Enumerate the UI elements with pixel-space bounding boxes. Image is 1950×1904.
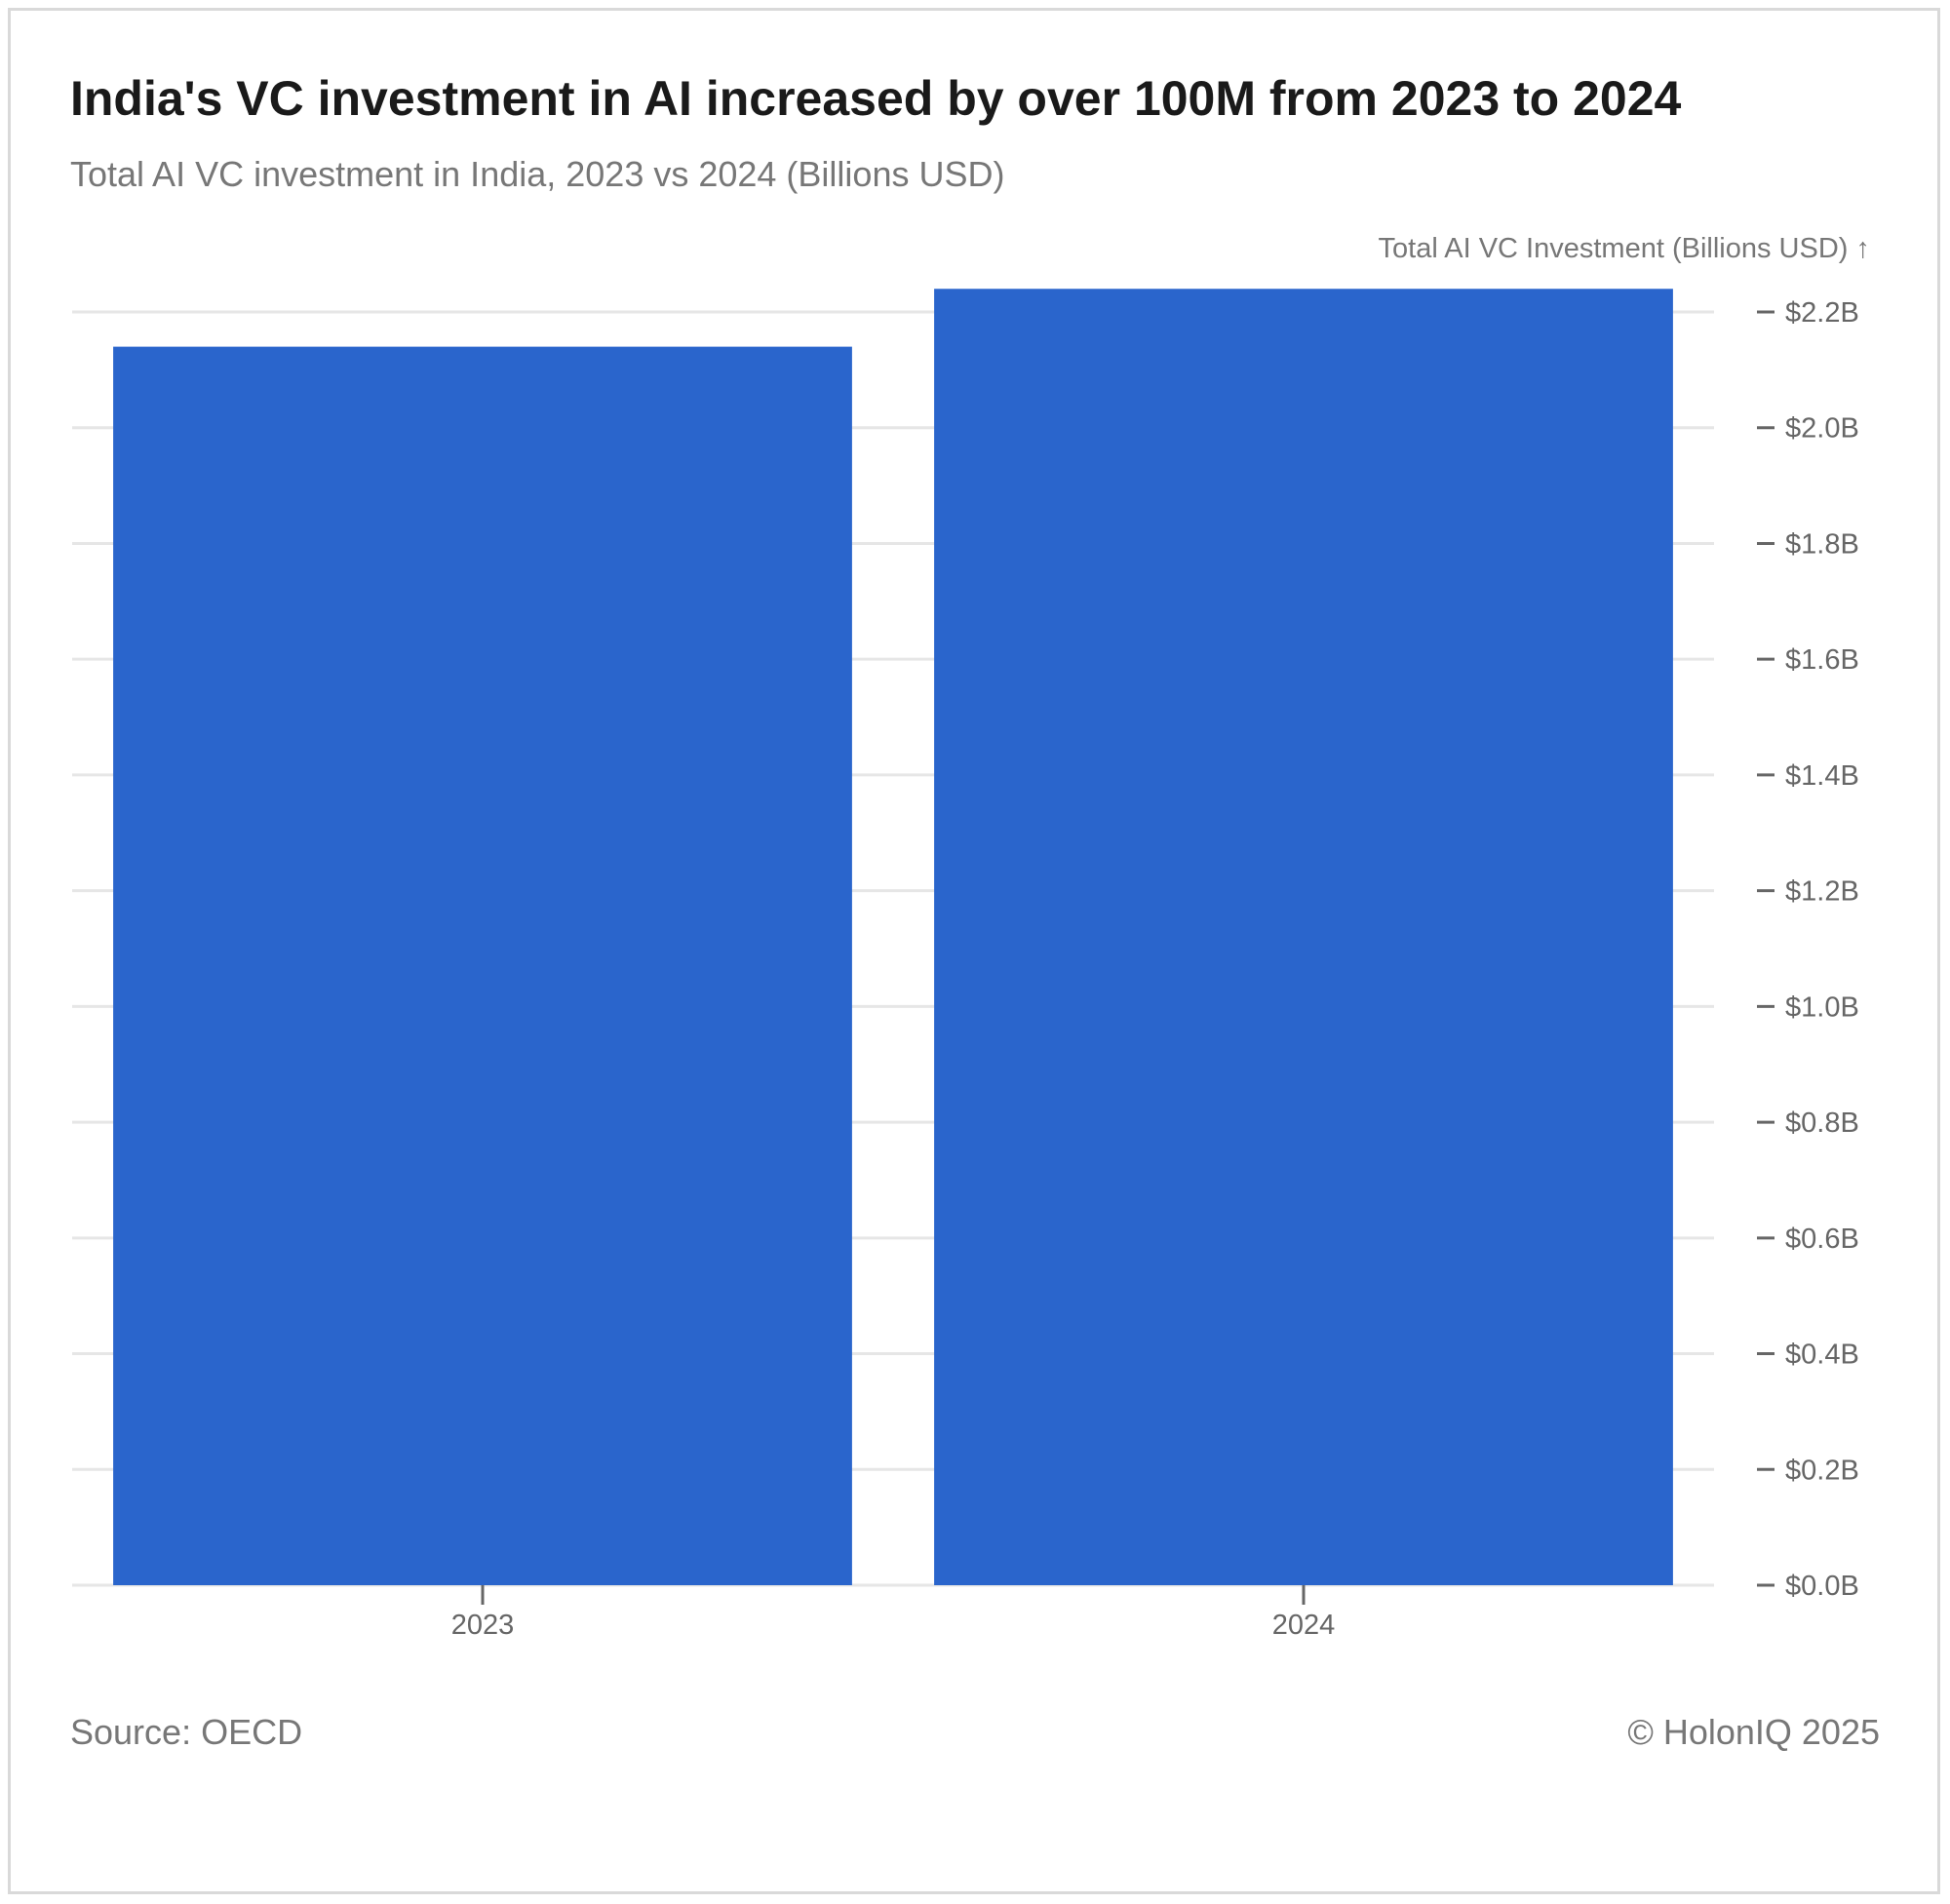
source-note: Source: OECD xyxy=(70,1712,303,1752)
x-tick-label: 2023 xyxy=(451,1610,515,1641)
y-axis-title: Total AI VC Investment (Billions USD) ↑ xyxy=(1379,233,1870,264)
bar-2024 xyxy=(934,289,1673,1586)
y-tick-label: $2.2B xyxy=(1785,297,1859,329)
y-tick-label: $0.8B xyxy=(1785,1107,1859,1139)
bars xyxy=(113,289,1673,1586)
chart-subtitle: Total AI VC investment in India, 2023 vs… xyxy=(70,154,1005,194)
y-tick-label: $0.2B xyxy=(1785,1455,1859,1486)
y-tick-label: $0.6B xyxy=(1785,1224,1859,1255)
y-axis: $0.0B $0.2B $0.4B $0.6B $0.8B $1.0B $1.2B $1.4B… xyxy=(1757,297,1859,1602)
y-tick-label: $2.0B xyxy=(1785,413,1859,445)
x-tick-label: 2024 xyxy=(1272,1610,1336,1641)
chart-title: India's VC investment in AI increased by… xyxy=(70,71,1682,126)
y-tick-label: $0.4B xyxy=(1785,1340,1859,1371)
y-tick-label: $1.4B xyxy=(1785,760,1859,792)
copyright-note: © HolonIQ 2025 xyxy=(1627,1712,1880,1752)
y-tick-label: $1.0B xyxy=(1785,991,1859,1023)
y-tick-label: $1.8B xyxy=(1785,528,1859,560)
y-tick-label: $0.0B xyxy=(1785,1571,1859,1602)
bar-2023 xyxy=(113,346,852,1586)
y-tick-label: $1.2B xyxy=(1785,876,1859,908)
y-tick-label: $1.6B xyxy=(1785,644,1859,676)
x-axis: 2023 2024 xyxy=(451,1585,1336,1641)
